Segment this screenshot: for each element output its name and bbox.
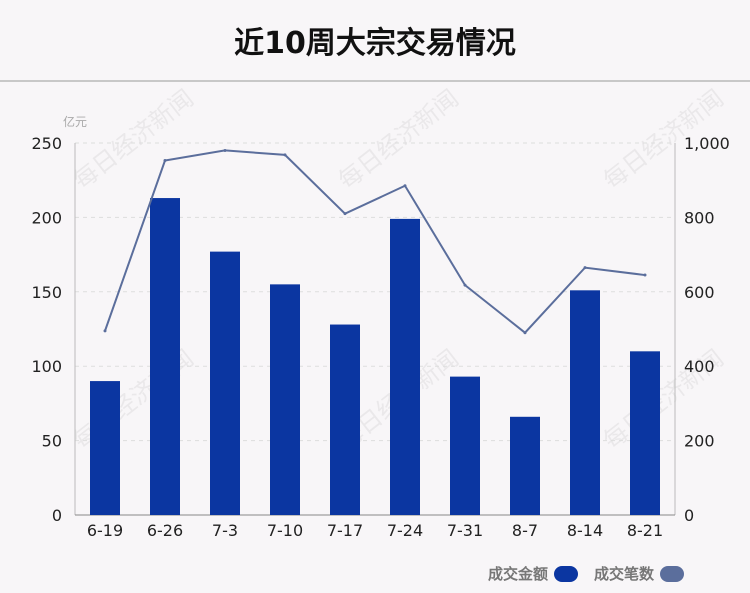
legend-item-amount[interactable]: 成交金额	[488, 563, 578, 584]
x-axis-tick-label: 7-24	[387, 521, 423, 540]
bar	[270, 284, 300, 515]
right-axis-tick-label: 1,000	[684, 134, 730, 153]
legend-label-count: 成交笔数	[593, 565, 654, 583]
line-point	[103, 329, 107, 333]
bar	[390, 218, 420, 515]
line-point	[643, 273, 647, 277]
bar	[90, 381, 120, 515]
x-axis-tick-label: 7-3	[212, 521, 238, 540]
x-axis-tick-label: 7-17	[327, 521, 363, 540]
line-point	[163, 158, 167, 162]
x-axis-tick-label: 7-31	[447, 521, 483, 540]
x-axis-tick-label: 6-19	[87, 521, 123, 540]
right-axis-tick-label: 200	[684, 432, 715, 451]
line-point	[403, 184, 407, 188]
bar	[630, 351, 660, 515]
left-axis-unit: 亿元	[63, 115, 88, 129]
legend-label-amount: 成交金额	[487, 565, 548, 583]
x-axis-tick-label: 8-7	[512, 521, 538, 540]
bar	[510, 416, 540, 515]
bar	[210, 251, 240, 515]
line-point	[223, 148, 227, 152]
line-point	[463, 283, 467, 287]
left-axis-tick-label: 150	[31, 283, 62, 302]
right-axis-tick-label: 800	[684, 208, 715, 227]
title-divider	[0, 80, 750, 82]
legend-swatch-amount	[553, 565, 578, 582]
right-axis-tick-label: 0	[684, 506, 694, 525]
x-axis-tick-label: 8-21	[627, 521, 663, 540]
legend-swatch-count	[660, 565, 684, 582]
count-series-line	[104, 149, 646, 335]
left-axis-tick-label: 250	[31, 134, 62, 153]
left-axis-tick-label: 50	[42, 432, 62, 451]
legend-item-count[interactable]: 成交笔数	[594, 563, 684, 584]
x-axis-tick-label: 6-26	[147, 521, 183, 540]
x-axis-tick-label: 7-10	[267, 521, 303, 540]
amount-bars	[90, 198, 660, 515]
bar	[450, 376, 480, 515]
legend: 成交金额 成交笔数	[488, 563, 684, 584]
bar	[330, 324, 360, 515]
line-point	[523, 331, 527, 335]
bar	[150, 198, 180, 515]
left-axis-tick-label: 200	[31, 208, 62, 227]
count-line	[103, 148, 647, 335]
left-axis-tick-label: 0	[52, 506, 62, 525]
line-point	[283, 153, 287, 157]
tick-labels: 0 50 100 150 200 250 0 200 400 600 800 1,000 6-19 6-2…	[31, 134, 729, 540]
right-axis-tick-label: 600	[684, 283, 715, 302]
bar	[570, 290, 600, 515]
x-axis-tick-label: 8-14	[567, 521, 603, 540]
line-point	[583, 266, 587, 270]
left-axis-tick-label: 100	[31, 357, 62, 376]
chart-title: 近10周大宗交易情况	[234, 26, 516, 61]
line-point	[343, 212, 347, 216]
right-axis-tick-label: 400	[684, 357, 715, 376]
